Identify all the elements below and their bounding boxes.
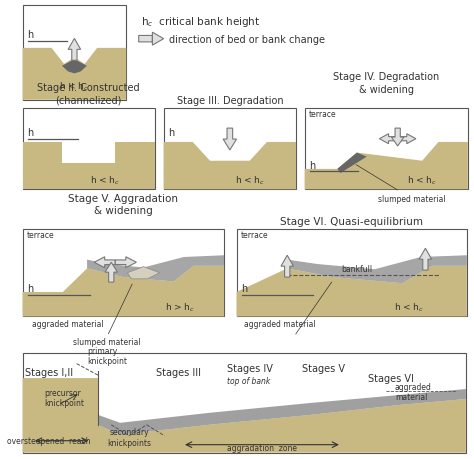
- Polygon shape: [164, 143, 296, 190]
- Text: Stages I,II: Stages I,II: [25, 367, 73, 377]
- Text: top of bank: top of bank: [227, 376, 270, 385]
- Text: h: h: [310, 160, 316, 170]
- Bar: [237, 230, 467, 317]
- Text: precursor
knickpoint: precursor knickpoint: [45, 388, 85, 407]
- Text: slumped material: slumped material: [356, 165, 446, 204]
- Polygon shape: [23, 378, 466, 453]
- Text: h < h$_c$: h < h$_c$: [407, 174, 437, 187]
- Text: Stages VI: Stages VI: [368, 373, 414, 383]
- Polygon shape: [98, 389, 466, 435]
- Text: aggradation  zone: aggradation zone: [227, 442, 297, 452]
- Text: h: h: [27, 283, 34, 293]
- Polygon shape: [337, 153, 367, 174]
- Text: h < h$_c$: h < h$_c$: [90, 174, 120, 187]
- Text: h < h$_c$: h < h$_c$: [235, 174, 265, 187]
- Polygon shape: [62, 60, 87, 74]
- Text: Stages V: Stages V: [302, 364, 345, 373]
- Text: Stage V. Aggradation
& widening: Stage V. Aggradation & widening: [68, 193, 178, 216]
- Polygon shape: [223, 129, 237, 151]
- Text: oversteepened  reach: oversteepened reach: [8, 436, 91, 445]
- Text: terrace: terrace: [240, 230, 268, 240]
- Polygon shape: [237, 266, 467, 317]
- Text: primary
knickpoint: primary knickpoint: [87, 346, 127, 365]
- Bar: [23, 230, 224, 317]
- Bar: [23, 108, 155, 190]
- Polygon shape: [139, 33, 164, 46]
- Text: h < h$_c$: h < h$_c$: [59, 80, 90, 93]
- Text: slumped material: slumped material: [73, 337, 141, 347]
- Polygon shape: [68, 39, 81, 61]
- Text: aggraded
material: aggraded material: [395, 382, 432, 401]
- Polygon shape: [94, 257, 115, 268]
- Polygon shape: [105, 263, 118, 282]
- Text: Stage IV. Degradation
& widening: Stage IV. Degradation & widening: [333, 72, 439, 95]
- Text: h < h$_c$: h < h$_c$: [394, 301, 424, 313]
- Text: Stages III: Stages III: [155, 367, 201, 377]
- Polygon shape: [87, 256, 224, 282]
- Polygon shape: [419, 249, 432, 270]
- Text: h$_c$  critical bank height: h$_c$ critical bank height: [141, 15, 260, 29]
- Text: terrace: terrace: [27, 230, 54, 240]
- Polygon shape: [23, 143, 155, 190]
- Text: aggraded material: aggraded material: [244, 320, 316, 329]
- Bar: [23, 353, 466, 453]
- Text: h: h: [27, 128, 34, 138]
- Text: h: h: [27, 30, 34, 40]
- Text: h > h$_c$: h > h$_c$: [164, 301, 195, 313]
- Text: Stages IV: Stages IV: [227, 364, 273, 373]
- Text: Stage III. Degradation: Stage III. Degradation: [176, 95, 283, 106]
- Text: secondary
knickpoints: secondary knickpoints: [107, 427, 151, 447]
- Polygon shape: [115, 257, 137, 268]
- Polygon shape: [305, 143, 468, 190]
- Polygon shape: [380, 134, 398, 145]
- Polygon shape: [128, 267, 160, 279]
- Text: terrace: terrace: [309, 109, 336, 118]
- Bar: [305, 108, 468, 190]
- Polygon shape: [23, 49, 126, 101]
- Bar: [23, 6, 126, 101]
- Text: aggraded material: aggraded material: [32, 320, 104, 329]
- Bar: [164, 108, 296, 190]
- Text: bankfull: bankfull: [341, 264, 372, 273]
- Polygon shape: [287, 256, 467, 284]
- Text: h: h: [241, 283, 247, 293]
- Polygon shape: [392, 129, 404, 147]
- Polygon shape: [398, 134, 416, 145]
- Polygon shape: [281, 256, 293, 278]
- Text: h: h: [168, 128, 175, 138]
- Text: direction of bed or bank change: direction of bed or bank change: [169, 35, 325, 45]
- Text: Stage VI. Quasi-equilibrium: Stage VI. Quasi-equilibrium: [280, 217, 423, 227]
- Text: Stage II. Constructed
(channelized): Stage II. Constructed (channelized): [37, 83, 140, 106]
- Polygon shape: [23, 266, 224, 317]
